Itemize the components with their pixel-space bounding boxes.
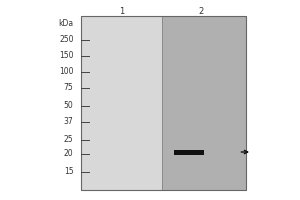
Text: 100: 100 — [59, 68, 74, 76]
Text: 150: 150 — [59, 51, 74, 60]
Bar — [81, 16, 246, 190]
Bar — [174, 150, 204, 154]
Text: 25: 25 — [64, 136, 74, 144]
Text: kDa: kDa — [58, 20, 74, 28]
Bar — [81, 16, 162, 190]
Text: 2: 2 — [198, 7, 204, 17]
Text: 15: 15 — [64, 168, 74, 176]
Bar — [162, 16, 246, 190]
Text: 20: 20 — [64, 150, 74, 158]
Text: 37: 37 — [64, 117, 74, 127]
Text: 75: 75 — [64, 83, 74, 92]
Text: 250: 250 — [59, 36, 74, 45]
Text: 50: 50 — [64, 102, 74, 110]
Text: 1: 1 — [119, 7, 124, 17]
